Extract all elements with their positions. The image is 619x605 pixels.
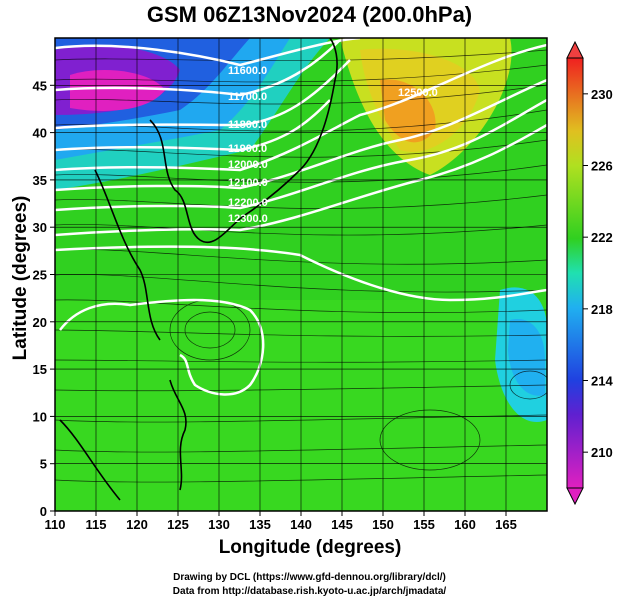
credit-drawing: Drawing by DCL (https://www.gfd-dennou.o…: [173, 572, 446, 583]
contour-label: 12200.0: [228, 197, 268, 209]
y-tick-label: 10: [33, 409, 47, 424]
x-axis-title: Longitude (degrees): [218, 537, 402, 558]
y-tick-label: 20: [33, 315, 47, 330]
contour-label: 11600.0: [228, 65, 267, 77]
y-tick-label: 40: [33, 126, 47, 141]
x-tick-label: 120: [126, 517, 148, 532]
x-tick-label: 110: [45, 517, 66, 532]
x-tick-label: 125: [167, 517, 189, 532]
y-tick-label: 45: [33, 78, 47, 93]
contour-label: 12300.0: [228, 213, 268, 225]
x-tick-label: 130: [208, 517, 230, 532]
contour-label: 11900.0: [228, 143, 267, 155]
colorbar-tick-label: 214: [591, 374, 613, 389]
colorbar-tick-label: 230: [591, 87, 613, 102]
y-tick-label: 5: [40, 457, 47, 472]
x-tick-label: 140: [290, 517, 312, 532]
contour-label: 11800.0: [228, 119, 267, 131]
colorbar-tick-label: 210: [591, 445, 613, 460]
colorbar-tick-label: 218: [591, 302, 613, 317]
x-tick-label: 150: [372, 517, 394, 532]
height-contours: [55, 38, 547, 396]
colorbar-tick-label: 222: [591, 230, 613, 245]
y-tick-label: 25: [33, 268, 47, 283]
y-axis-ticks: 0 5 10 15 20 25 30 35 40 45: [33, 78, 55, 519]
y-axis-title: Latitude (degrees): [10, 195, 31, 361]
x-tick-label: 135: [249, 517, 271, 532]
x-tick-label: 160: [454, 517, 476, 532]
colorbar: 210 214 218 222 226 230: [566, 40, 613, 506]
map-title: GSM 06Z13Nov2024 (200.0hPa): [146, 2, 473, 27]
coastlines: [59, 38, 338, 501]
x-tick-label: 145: [331, 517, 353, 532]
contour-label: 12500.0: [398, 87, 438, 99]
contour-label: 11700.0: [228, 91, 267, 103]
x-tick-label: 115: [86, 517, 107, 532]
x-axis-ticks: 110 115 120 125 130 135 140 145 150 155 160 165: [45, 511, 517, 532]
y-tick-label: 15: [33, 362, 47, 377]
colorbar-tick-label: 226: [591, 159, 613, 174]
credit-data: Data from http://database.rish.kyoto-u.a…: [172, 586, 447, 597]
y-tick-label: 0: [40, 504, 47, 519]
x-tick-label: 165: [495, 517, 517, 532]
contour-labels: 11600.0 11700.0 11800.0 11900.0 12000.0 12100…: [228, 65, 438, 225]
contour-label: 12100.0: [228, 177, 268, 189]
y-tick-label: 35: [33, 173, 47, 188]
y-tick-label: 30: [33, 220, 47, 235]
x-tick-label: 155: [413, 517, 435, 532]
contour-label: 12000.0: [228, 159, 268, 171]
